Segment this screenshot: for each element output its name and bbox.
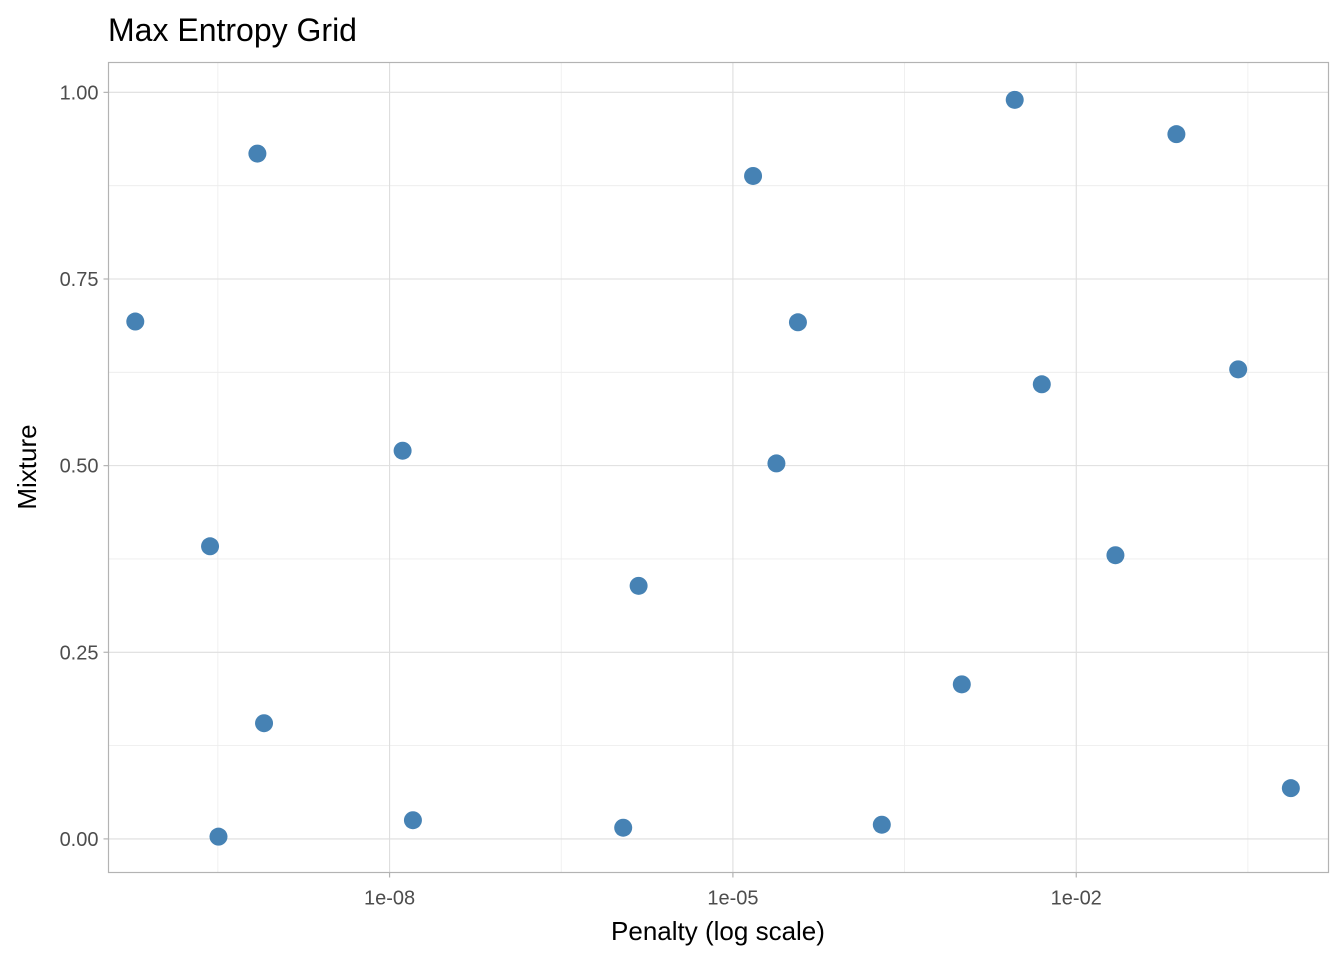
data-point	[1032, 375, 1051, 394]
data-point	[248, 144, 267, 163]
data-point	[126, 312, 145, 331]
x-tick-label: 1e-08	[364, 888, 415, 910]
chart-title: Max Entropy Grid	[108, 12, 357, 48]
plot-panel-border	[107, 61, 1330, 874]
data-point	[201, 537, 220, 556]
grid-lines	[108, 62, 1329, 873]
data-point	[1281, 779, 1300, 798]
data-point	[1106, 546, 1125, 565]
data-point	[255, 714, 274, 733]
data-point	[872, 815, 891, 834]
data-point	[403, 811, 422, 830]
data-points	[126, 90, 1300, 846]
data-point	[393, 441, 412, 460]
data-point	[767, 454, 786, 473]
axis-ticks: 0.00 0.25 0.50 0.75 1.00 1e-08 1e-05 1e-02	[60, 82, 1102, 909]
x-tick-label: 1e-02	[1051, 888, 1102, 910]
data-point	[629, 576, 648, 595]
y-tick-label: 0.25	[60, 642, 99, 664]
y-tick-label: 1.00	[60, 82, 99, 104]
y-tick-label: 0.00	[60, 829, 99, 851]
x-tick-label: 1e-05	[707, 888, 758, 910]
x-axis-title: Penalty (log scale)	[611, 916, 825, 946]
data-point	[614, 818, 633, 837]
y-tick-label: 0.50	[60, 456, 99, 478]
data-point	[788, 313, 807, 332]
data-point	[1167, 125, 1186, 144]
data-point	[209, 827, 228, 846]
y-tick-label: 0.75	[60, 269, 99, 291]
y-axis-title: Mixture	[12, 424, 42, 509]
data-point	[744, 166, 763, 185]
data-point	[1005, 90, 1024, 109]
data-point	[952, 675, 971, 694]
data-point	[1229, 360, 1248, 379]
